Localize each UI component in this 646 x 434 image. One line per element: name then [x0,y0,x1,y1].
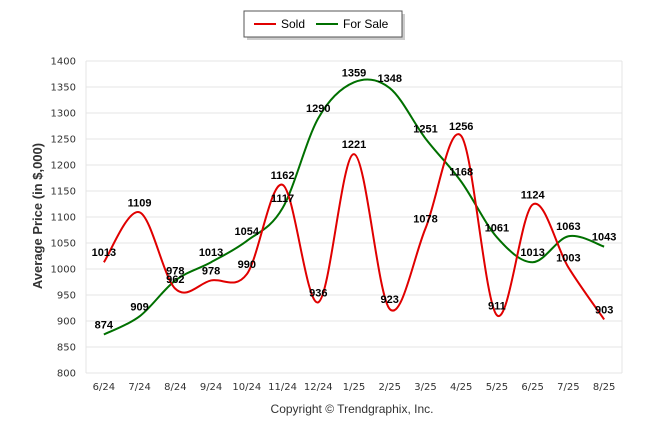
x-tick-label: 7/25 [557,382,579,393]
data-label-sold: 1124 [521,190,546,202]
series-line-sold [103,133,605,321]
data-label-for-sale: 1054 [235,226,260,238]
copyright-text: Copyright © Trendgraphix, Inc. [271,402,434,416]
y-tick-label: 1150 [51,187,76,198]
data-label-for-sale: 978 [166,265,184,277]
x-tick-label: 7/24 [128,382,150,393]
data-label-for-sale: 1013 [199,247,223,259]
y-tick-label: 1100 [51,213,76,224]
series-lines [103,78,605,336]
y-tick-label: 1000 [51,265,76,276]
x-tick-label: 2/25 [378,382,400,393]
y-tick-label: 1200 [51,161,76,172]
data-label-for-sale: 874 [95,320,114,332]
data-label-for-sale: 909 [130,301,148,313]
data-label-for-sale: 1168 [449,167,473,179]
data-label-sold: 1003 [556,252,580,264]
legend-label-for-sale: For Sale [343,17,389,31]
data-label-for-sale: 1117 [271,193,294,205]
data-label-sold: 1256 [449,121,473,133]
x-tick-label: 6/24 [93,382,115,393]
x-tick-label: 5/25 [486,382,508,393]
data-label-sold: 962 [166,274,184,286]
data-label-sold: 1078 [413,213,437,225]
y-tick-label: 1300 [51,109,76,120]
series-line-for-sale [103,78,605,336]
data-label-for-sale: 1359 [342,67,366,79]
grid-lines [85,60,623,374]
x-tick-label: 1/25 [343,382,365,393]
x-tick-label: 8/24 [164,382,186,393]
y-tick-label: 900 [57,317,76,328]
data-label-sold: 923 [381,294,399,306]
data-labels: 1013110996297899011629361221923107812569… [92,67,617,331]
data-label-sold: 911 [488,300,506,312]
data-label-sold: 990 [238,259,256,271]
x-tick-label: 3/25 [414,382,436,393]
data-label-for-sale: 1061 [485,222,509,234]
y-tick-label: 950 [57,291,76,302]
data-label-sold: 1109 [128,197,152,209]
data-label-sold: 1013 [92,247,116,259]
x-tick-label: 10/24 [232,382,261,393]
y-axis-ticks: 800 850 900 950 1000 1050 1100 1150 1200 1250 1300… [51,57,76,380]
y-tick-label: 850 [57,343,76,354]
data-label-for-sale: 1251 [413,123,437,135]
y-tick-label: 800 [57,369,76,380]
x-tick-label: 8/25 [593,382,615,393]
y-tick-label: 1350 [51,83,76,94]
data-label-sold: 936 [309,287,327,299]
legend-label-sold: Sold [281,17,305,31]
legend: Sold For Sale [243,10,405,40]
y-tick-label: 1050 [51,239,76,250]
data-label-sold: 903 [595,304,613,316]
x-tick-label: 9/24 [200,382,222,393]
data-label-sold: 1162 [271,170,295,182]
x-tick-label: 6/25 [521,382,543,393]
data-label-for-sale: 1013 [520,247,544,259]
x-axis-ticks: 6/24 7/24 8/24 9/24 10/24 11/24 12/24 1/25 2/25 3… [93,382,616,393]
x-tick-label: 12/24 [304,382,333,393]
data-label-sold: 978 [202,265,220,277]
x-tick-label: 11/24 [268,382,297,393]
x-tick-label: 4/25 [450,382,472,393]
y-tick-label: 1250 [51,135,76,146]
data-label-for-sale: 1348 [377,73,401,85]
data-label-for-sale: 1043 [592,232,616,244]
data-label-for-sale: 1290 [306,103,330,115]
data-label-sold: 1221 [342,139,366,151]
y-tick-label: 1400 [51,57,76,68]
y-axis-title: Average Price (in $,000) [30,143,45,289]
data-label-for-sale: 1063 [556,221,580,233]
